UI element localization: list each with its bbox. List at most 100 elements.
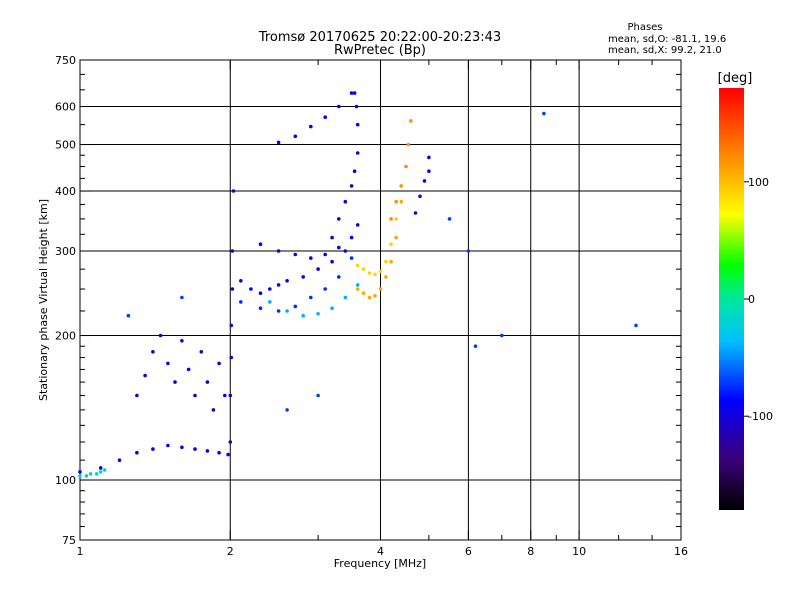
data-point	[78, 474, 82, 478]
x-tick-label: 6	[465, 545, 472, 558]
data-point	[239, 279, 243, 283]
plot-area: 1 2 4 6 8 10 16 75 100 200 300 400 500 600 750	[55, 54, 688, 558]
x-tick-label: 8	[527, 545, 534, 558]
data-point	[323, 115, 328, 119]
data-point	[343, 295, 348, 300]
data-point	[193, 393, 197, 398]
data-point	[276, 309, 281, 313]
x-tick-label: 1	[77, 545, 84, 558]
data-point	[180, 445, 184, 450]
data-point	[135, 450, 139, 455]
data-point	[173, 380, 177, 384]
x-tick-label: 4	[377, 545, 384, 558]
data-point	[343, 199, 348, 204]
colorbar-tick-label: -100	[748, 410, 773, 423]
data-point	[337, 104, 341, 109]
y-axis-label: Stationary phase Virtual Height [km]	[37, 199, 50, 401]
data-point	[378, 287, 383, 291]
data-point	[285, 408, 289, 412]
colorbar-tick-label: 0	[748, 293, 755, 306]
y-tick-label: 200	[55, 330, 76, 343]
data-point	[217, 450, 221, 455]
data-point	[373, 294, 377, 298]
data-point	[229, 355, 234, 360]
data-point	[231, 189, 236, 193]
y-tick-label: 600	[55, 101, 76, 114]
x-axis-label: Frequency [MHz]	[334, 557, 426, 570]
colorbar: [deg] 100 0 -100	[718, 71, 773, 510]
data-point	[466, 249, 471, 253]
data-point	[276, 249, 281, 253]
data-point	[239, 300, 243, 304]
data-point	[285, 309, 289, 313]
data-point	[309, 295, 313, 300]
data-point	[355, 122, 360, 127]
data-point	[406, 142, 411, 147]
y-tick-label: 300	[55, 245, 76, 258]
data-point	[634, 323, 638, 328]
data-point	[404, 164, 408, 169]
data-point	[135, 393, 139, 398]
data-point	[158, 333, 163, 338]
data-point	[349, 235, 354, 240]
data-point	[102, 468, 107, 472]
data-point	[413, 211, 418, 215]
y-tick-label: 750	[55, 54, 76, 67]
y-tick-label: 100	[55, 474, 76, 487]
colorbar-gradient	[719, 88, 744, 510]
data-point	[301, 313, 306, 318]
data-point	[229, 323, 234, 328]
data-point	[355, 283, 360, 287]
x-tick-label: 2	[227, 545, 234, 558]
data-point	[316, 267, 320, 271]
legend: Phases mean, sd,O: -81.1, 19.6 mean, sd,…	[608, 22, 726, 56]
data-point	[309, 124, 313, 129]
data-point	[343, 249, 348, 253]
data-point	[228, 393, 233, 398]
data-point	[399, 199, 404, 204]
data-point	[151, 447, 155, 451]
data-point	[349, 184, 354, 188]
data-point	[389, 259, 393, 264]
data-point	[352, 91, 357, 95]
data-point	[166, 443, 170, 448]
data-point	[418, 194, 422, 199]
data-point	[316, 312, 320, 316]
data-point	[143, 373, 147, 378]
data-point	[361, 267, 366, 271]
data-point	[151, 350, 155, 354]
data-point	[337, 275, 341, 279]
y-tick-label: 500	[55, 139, 76, 152]
data-point	[186, 367, 191, 372]
data-point	[330, 306, 334, 311]
data-point	[98, 466, 103, 470]
data-marks	[78, 91, 638, 478]
data-point	[355, 287, 360, 291]
data-point	[285, 279, 289, 283]
data-point	[427, 155, 431, 160]
data-point	[394, 199, 399, 204]
data-point	[230, 287, 235, 291]
data-point	[427, 169, 431, 173]
data-point	[447, 217, 452, 221]
data-point	[180, 339, 184, 343]
data-point	[180, 295, 184, 300]
data-point	[373, 272, 377, 277]
data-point	[193, 447, 197, 451]
grid	[80, 60, 681, 540]
data-point	[199, 350, 204, 354]
data-point	[293, 304, 298, 309]
data-point	[78, 470, 82, 474]
legend-title: Phases	[627, 22, 662, 33]
data-point	[349, 256, 354, 260]
data-point	[166, 361, 170, 366]
data-point	[98, 470, 103, 474]
data-point	[399, 184, 404, 188]
data-point	[211, 408, 216, 412]
ticks	[79, 59, 682, 541]
data-point	[355, 263, 360, 268]
x-tick-label: 10	[572, 545, 586, 558]
tick-labels: 1 2 4 6 8 10 16 75 100 200 300 400 500 600 750	[55, 54, 688, 558]
data-point	[384, 259, 388, 264]
data-point	[354, 104, 359, 109]
